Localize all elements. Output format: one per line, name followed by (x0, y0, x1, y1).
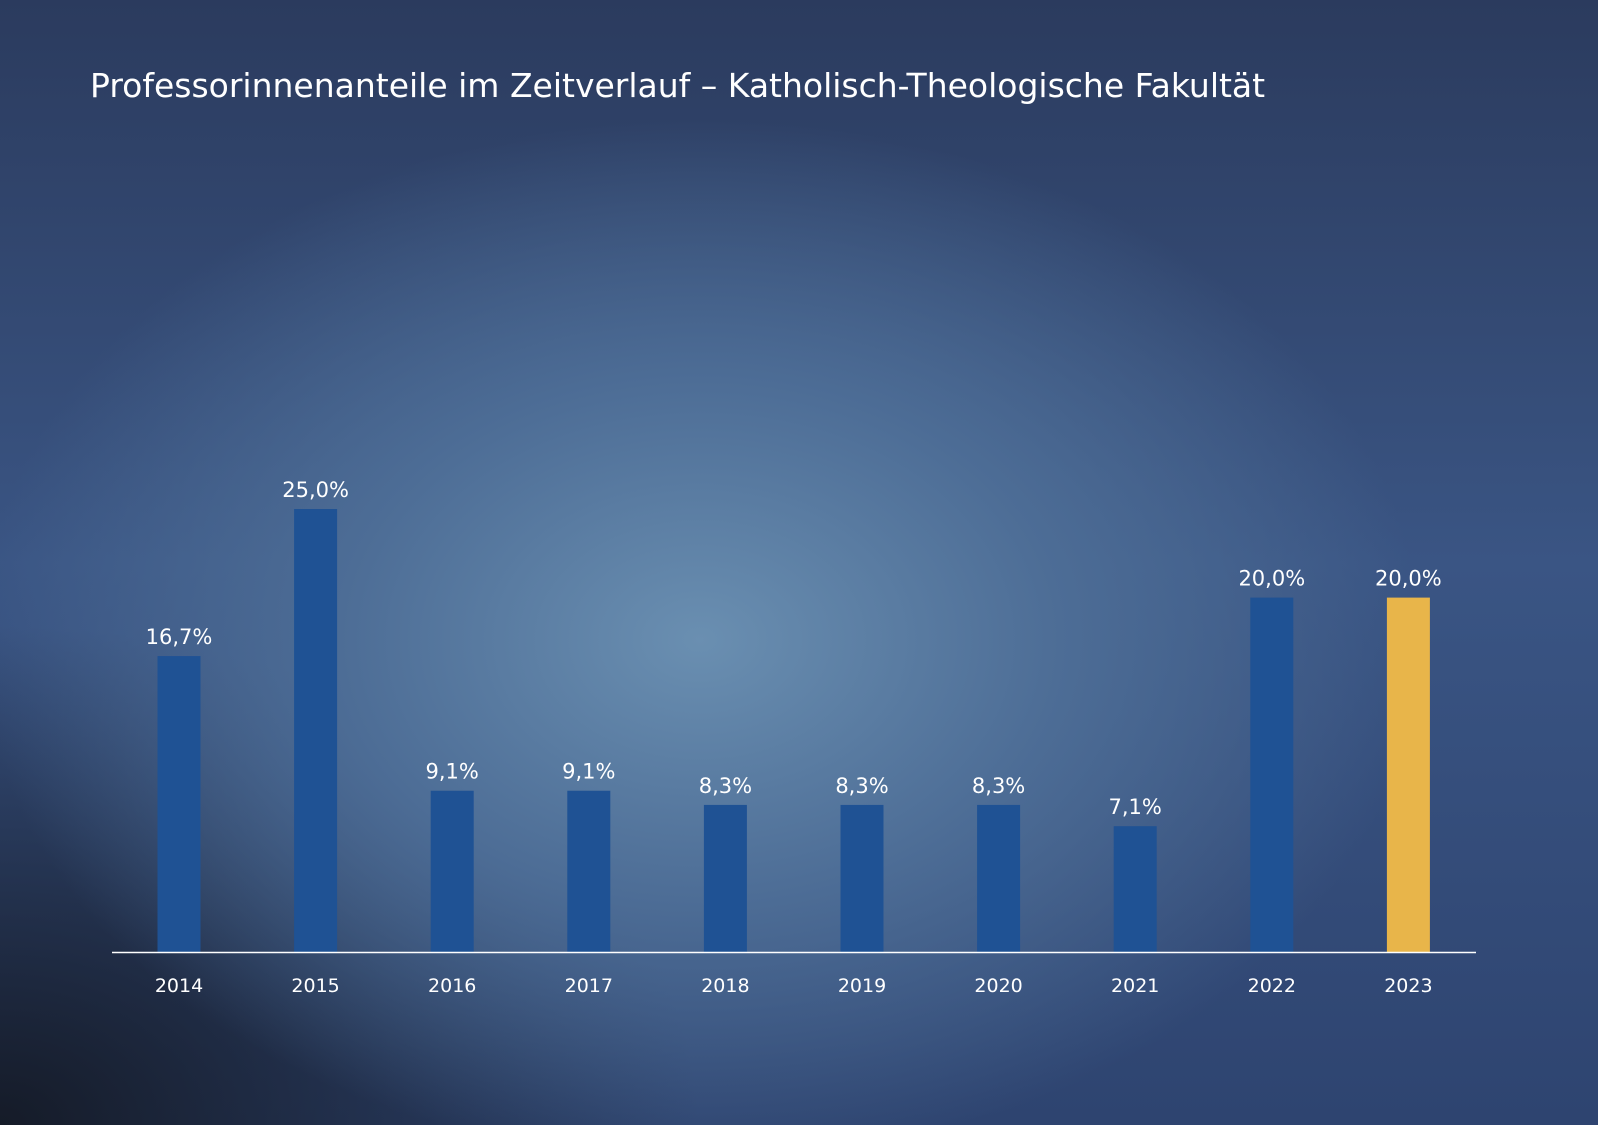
data-label-2023: 20,0% (1375, 567, 1442, 591)
x-tick-label-2018: 2018 (701, 975, 749, 997)
bar-2015 (294, 509, 338, 952)
bar-2014 (157, 656, 201, 952)
data-label-2021: 7,1% (1109, 795, 1162, 819)
data-label-2014: 16,7% (146, 625, 213, 649)
bar-2018 (703, 804, 747, 952)
x-tick-label-2016: 2016 (428, 975, 476, 997)
bar-2023 (1386, 597, 1430, 952)
x-tick-label-2017: 2017 (565, 975, 613, 997)
chart-title: Professorinnenanteile im Zeitverlauf – K… (90, 66, 1266, 105)
bar-2020 (977, 804, 1021, 952)
data-label-2016: 9,1% (426, 760, 479, 784)
x-tick-label-2019: 2019 (838, 975, 886, 997)
data-label-2017: 9,1% (562, 760, 615, 784)
bar-2022 (1250, 597, 1294, 952)
x-tick-label-2020: 2020 (974, 975, 1022, 997)
bar-2021 (1113, 826, 1157, 952)
x-tick-label-2022: 2022 (1248, 975, 1296, 997)
bar-2019 (840, 804, 884, 952)
x-tick-label-2021: 2021 (1111, 975, 1159, 997)
data-label-2018: 8,3% (699, 774, 752, 798)
x-tick-label-2023: 2023 (1384, 975, 1432, 997)
data-label-2020: 8,3% (972, 774, 1025, 798)
data-label-2015: 25,0% (282, 478, 349, 502)
data-label-2022: 20,0% (1238, 567, 1305, 591)
x-tick-label-2015: 2015 (291, 975, 339, 997)
bar-2017 (567, 790, 611, 952)
data-label-2019: 8,3% (835, 774, 888, 798)
bar-2016 (430, 790, 474, 952)
x-tick-label-2014: 2014 (155, 975, 203, 997)
